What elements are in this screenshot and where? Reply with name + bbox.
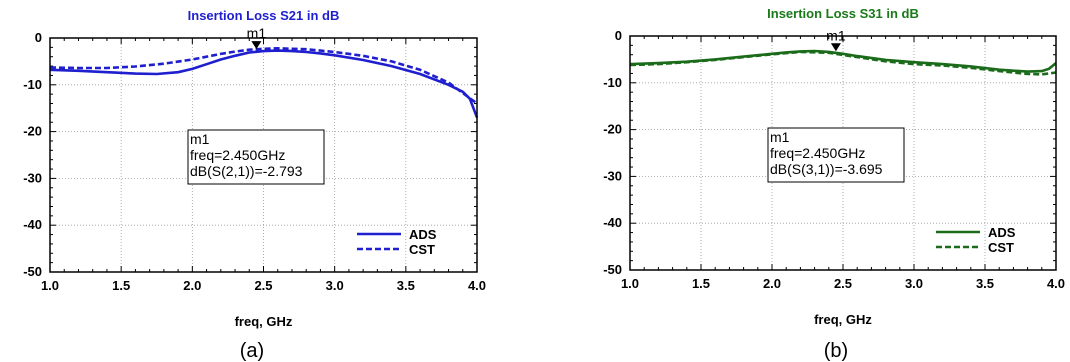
x-tick-labels: 1.0 1.5 2.0 2.5 3.0 3.5 4.0: [621, 276, 1065, 291]
y-tick-label: -50: [23, 264, 42, 279]
y-tick-label: -30: [23, 170, 42, 185]
x-tick-label: 1.0: [621, 276, 639, 291]
marker-label: m1: [826, 27, 846, 43]
marker-readout-value: dB(S(2,1))=-2.793: [190, 163, 303, 179]
marker-readout-frame: [767, 127, 905, 183]
plot-frame: [629, 35, 1057, 271]
x-tick-label: 4.0: [1047, 276, 1065, 291]
x-tick-label: 1.5: [692, 276, 710, 291]
marker-readout-box: m1 freq=2.450GHz dB(S(3,1))=-3.695: [767, 127, 905, 183]
x-axis-label: freq, GHz: [814, 312, 872, 327]
x-tick-label: 2.0: [183, 278, 201, 293]
series-line-cst: [49, 47, 478, 105]
x-tick-label: 2.0: [763, 276, 781, 291]
legend-label-ads: ADS: [409, 227, 437, 242]
series-line-ads: [49, 49, 479, 119]
x-tick-label: 3.0: [326, 278, 344, 293]
y-tick-label: -40: [603, 215, 622, 230]
marker-m1: m1: [247, 25, 267, 50]
y-tick-label: -40: [23, 217, 42, 232]
y-tick-label: -20: [603, 122, 622, 137]
legend: ADS CST: [936, 225, 1016, 255]
series-line-cst: [629, 50, 1057, 76]
chart-panel-b: Insertion Loss S31 in dB freq, GHz (b) 1…: [603, 6, 1065, 362]
y-tick-labels: 0 -10 -20 -30 -40 -50: [603, 28, 622, 277]
marker-readout-value: dB(S(3,1))=-3.695: [770, 161, 883, 177]
x-tick-label: 1.5: [112, 278, 130, 293]
y-tick-label: -30: [603, 168, 622, 183]
marker-readout-freq: freq=2.450GHz: [770, 145, 865, 161]
plot-frame: [49, 37, 478, 273]
x-tick-label: 2.5: [834, 276, 852, 291]
y-tick-labels: 0 -10 -20 -30 -40 -50: [23, 30, 42, 279]
marker-label: m1: [247, 25, 267, 41]
marker-triangle-icon: [830, 43, 841, 52]
legend: ADS CST: [357, 227, 437, 257]
y-tick-label: -10: [603, 75, 622, 90]
marker-readout-name: m1: [190, 131, 210, 147]
panel-caption: (b): [824, 340, 848, 362]
marker-readout-frame: [187, 129, 325, 185]
x-tick-label: 3.5: [397, 278, 415, 293]
marker-readout-name: m1: [770, 129, 790, 145]
y-tick-label: 0: [35, 30, 42, 45]
x-tick-label: 3.0: [905, 276, 923, 291]
x-tick-label: 4.0: [468, 278, 486, 293]
chart-title: Insertion Loss S21 in dB: [188, 8, 340, 23]
x-tick-label: 1.0: [41, 278, 59, 293]
chart-title: Insertion Loss S31 in dB: [767, 6, 919, 21]
y-tick-label: -10: [23, 77, 42, 92]
legend-label-cst: CST: [409, 242, 435, 257]
panel-caption: (a): [240, 340, 264, 362]
marker-readout-freq: freq=2.450GHz: [190, 147, 285, 163]
marker-m1: m1: [826, 27, 846, 52]
y-tick-label: -50: [603, 262, 622, 277]
x-tick-label: 2.5: [254, 278, 272, 293]
series-lines: [629, 49, 1057, 76]
x-tick-labels: 1.0 1.5 2.0 2.5 3.0 3.5 4.0: [41, 278, 486, 293]
x-axis-label: freq, GHz: [235, 314, 293, 329]
tick-marks: [630, 36, 1056, 270]
marker-triangle-icon: [251, 41, 262, 50]
legend-label-ads: ADS: [988, 225, 1016, 240]
chart-panel-a: Insertion Loss S21 in dB freq, GHz (a) 1…: [23, 8, 486, 362]
series-lines: [49, 47, 479, 119]
y-tick-label: 0: [615, 28, 622, 43]
marker-readout-box: m1 freq=2.450GHz dB(S(2,1))=-2.793: [187, 129, 325, 185]
y-tick-label: -20: [23, 124, 42, 139]
legend-label-cst: CST: [988, 240, 1014, 255]
x-tick-label: 3.5: [976, 276, 994, 291]
